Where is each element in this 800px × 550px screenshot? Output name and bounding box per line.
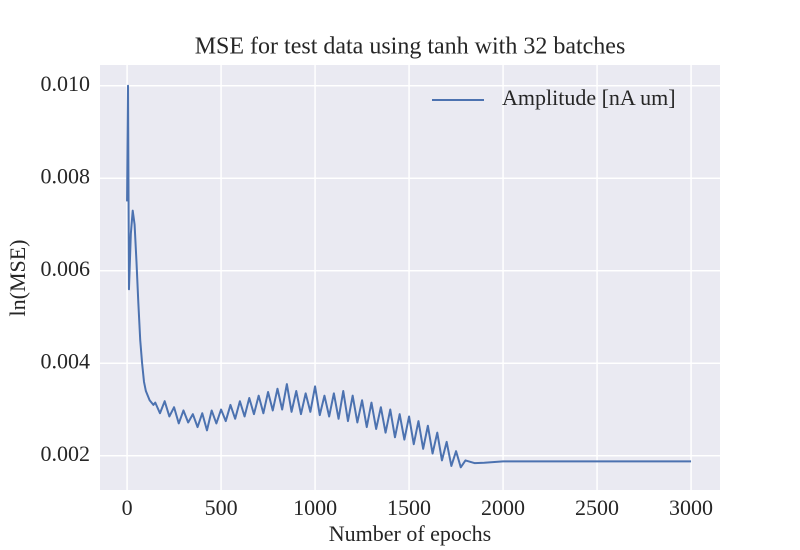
y-tick-label: 0.002: [41, 441, 91, 466]
x-tick-label: 2000: [481, 495, 525, 520]
y-tick-label: 0.004: [41, 348, 91, 373]
x-tick-label: 1000: [293, 495, 337, 520]
legend-label: Amplitude [nA um]: [502, 85, 676, 110]
x-tick-label: 3000: [669, 495, 713, 520]
x-axis-label: Number of epochs: [329, 521, 492, 546]
x-tick-label: 0: [122, 495, 133, 520]
chart-title: MSE for test data using tanh with 32 bat…: [195, 34, 626, 60]
y-tick-label: 0.008: [41, 163, 91, 188]
y-tick-label: 0.010: [41, 71, 91, 96]
x-tick-label: 500: [205, 495, 238, 520]
x-tick-label: 2500: [575, 495, 619, 520]
x-tick-label: 1500: [387, 495, 431, 520]
y-axis-label: ln(MSE): [5, 240, 30, 317]
y-tick-label: 0.006: [41, 256, 91, 281]
data-line: [126, 84, 692, 469]
